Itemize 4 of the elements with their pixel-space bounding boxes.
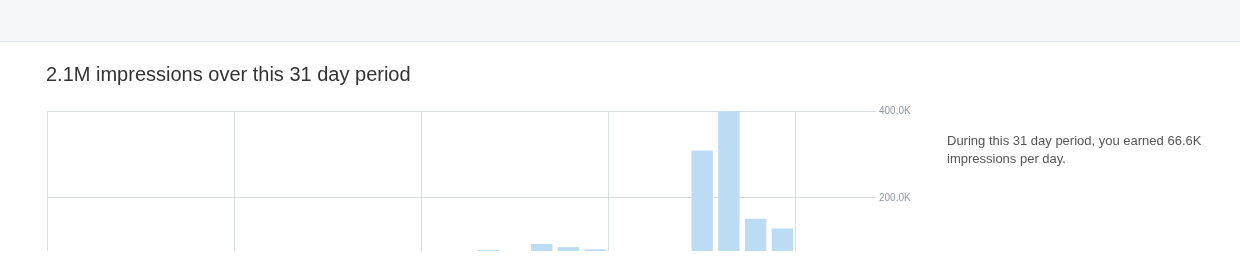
text: During this 31 day period, you earned 66.6K impressions per day.: [947, 132, 1203, 168]
y-tick-label: 400.0K: [879, 104, 912, 116]
chart-title: 2.1M impressions over this 31 day period: [46, 63, 411, 86]
y-tick-label: 200.0K: [879, 191, 912, 203]
